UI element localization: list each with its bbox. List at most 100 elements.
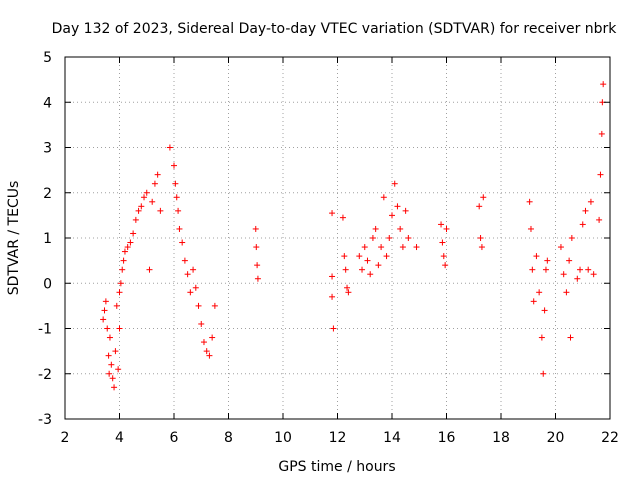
data-point [596, 216, 603, 223]
x-tick-label: 8 [224, 430, 233, 446]
data-point [342, 266, 349, 273]
data-point [480, 194, 487, 201]
x-tick-label: 4 [115, 430, 124, 446]
data-point [567, 334, 574, 341]
y-tick-label: 1 [43, 231, 52, 247]
data-point [187, 289, 194, 296]
data-point [345, 289, 352, 296]
data-point [100, 316, 107, 323]
data-point [111, 384, 118, 391]
data-point [198, 320, 205, 327]
data-point [175, 207, 182, 214]
data-point [179, 239, 186, 246]
x-tick-label: 10 [274, 430, 292, 446]
y-tick-label: 4 [43, 95, 52, 111]
data-point [533, 253, 540, 260]
data-point [582, 207, 589, 214]
x-axis-label: GPS time / hours [278, 459, 395, 475]
y-tick-label: 2 [43, 186, 52, 202]
data-point [375, 262, 382, 269]
data-point [367, 271, 374, 278]
data-point [356, 253, 363, 260]
data-point [339, 214, 346, 221]
data-point [108, 361, 115, 368]
data-point [378, 244, 385, 251]
data-point [109, 375, 116, 382]
data-point [563, 289, 570, 296]
data-point [203, 348, 210, 355]
data-point [536, 289, 543, 296]
data-point [113, 302, 120, 309]
data-point [590, 271, 597, 278]
y-tick-labels: -3 -2 -1 0 1 2 3 4 5 [38, 50, 52, 428]
data-point [600, 81, 607, 88]
data-point [127, 239, 134, 246]
data-point [538, 334, 545, 341]
data-point [579, 221, 586, 228]
data-point [116, 289, 123, 296]
data-point [101, 307, 108, 314]
data-point [254, 275, 261, 282]
data-point [476, 203, 483, 210]
data-point [529, 266, 536, 273]
data-point [574, 275, 581, 282]
x-tick-label: 6 [170, 430, 179, 446]
data-point [154, 171, 161, 178]
data-point [176, 225, 183, 232]
data-point [190, 266, 197, 273]
data-point [106, 370, 113, 377]
data-point [598, 130, 605, 137]
data-point [192, 284, 199, 291]
data-point [439, 239, 446, 246]
data-point [557, 244, 564, 251]
x-tick-label: 12 [329, 430, 347, 446]
data-point [254, 262, 261, 269]
data-point [540, 370, 547, 377]
data-point [577, 266, 584, 273]
grid-lines [65, 57, 610, 419]
x-tick-labels: 2 4 6 8 10 12 14 16 18 20 22 [61, 430, 619, 446]
data-point [195, 302, 202, 309]
x-tick-label: 18 [492, 430, 510, 446]
data-point [211, 302, 218, 309]
data-point [130, 230, 137, 237]
data-point [405, 235, 412, 241]
y-tick-label: -1 [38, 322, 52, 338]
x-tick-label: 16 [438, 430, 456, 446]
data-point [440, 253, 447, 260]
y-tick-label: 0 [43, 276, 52, 292]
data-point [116, 325, 123, 332]
data-point [206, 352, 213, 359]
y-tick-label: 5 [43, 50, 52, 66]
data-point [544, 257, 551, 264]
data-point [341, 253, 348, 260]
data-point [105, 352, 112, 359]
data-point [132, 216, 139, 223]
data-point [117, 280, 124, 287]
data-point [383, 253, 390, 260]
data-point [587, 198, 594, 205]
data-points [100, 81, 607, 391]
data-point [106, 334, 113, 341]
data-point [173, 194, 180, 201]
data-point [541, 307, 548, 314]
data-point [402, 207, 409, 214]
data-point [138, 203, 145, 210]
data-point [329, 273, 336, 280]
x-tick-label: 2 [61, 430, 70, 446]
y-axis-label: SDTVAR / TECUs [6, 181, 22, 296]
data-point [330, 325, 337, 332]
data-point [184, 271, 191, 278]
data-point [171, 162, 177, 169]
data-point [253, 244, 260, 251]
data-point [172, 180, 179, 187]
data-point [389, 212, 395, 219]
data-point [391, 180, 398, 187]
data-point [560, 271, 567, 278]
data-point [329, 210, 336, 217]
x-tick-label: 20 [547, 430, 565, 446]
data-point [438, 221, 445, 228]
data-point [151, 180, 158, 187]
data-point [329, 293, 336, 300]
data-point [399, 244, 406, 251]
